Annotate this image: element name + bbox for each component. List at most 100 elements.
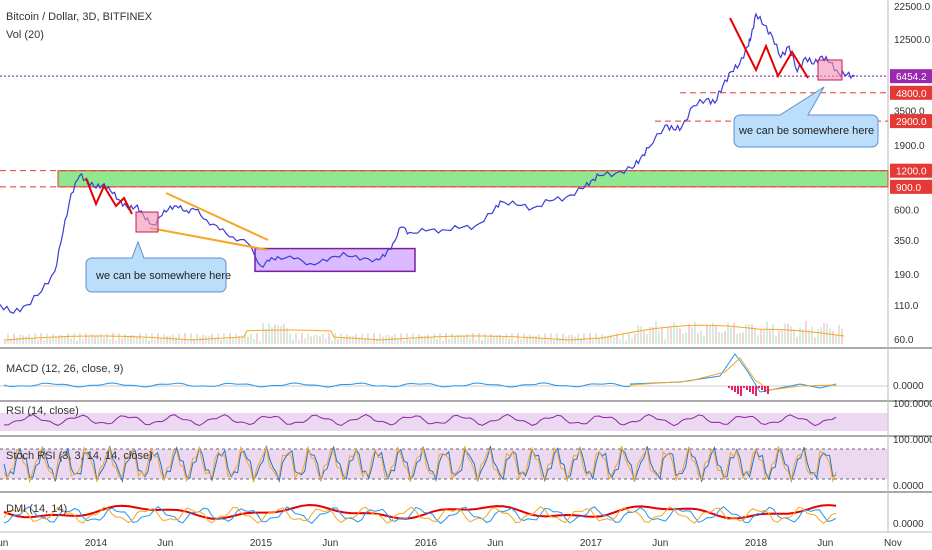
y-tick-label: 60.0 [894,335,914,346]
stoch-rsi-label: Stoch RSI (3, 3, 14, 14, close) [6,450,153,462]
volume-bar [748,324,750,344]
volume-bar [313,335,315,344]
volume-bar [439,333,441,344]
volume-bar [13,333,15,344]
volume-bar [175,337,177,344]
volume-bar [214,338,216,344]
volume-bar [541,337,543,344]
volume-bar [442,340,444,344]
volume-bar [55,336,57,344]
price-tag-bg [890,85,932,100]
volume-bar [97,335,99,344]
volume-bar [805,321,807,344]
volume-bar [676,325,678,344]
volume-bar [466,334,468,344]
volume-bar [673,322,675,344]
chart-title: Bitcoin / Dollar, 3D, BITFINEX [6,11,153,23]
y-tick-label: 3500.0 [894,107,925,118]
volume-bar [337,339,339,344]
y-tick-label: 600.0 [894,206,919,217]
volume-bar [16,337,18,344]
volume-bar [598,337,600,344]
volume-bar [367,333,369,344]
volume-bar [319,336,321,344]
volume-bar [31,337,33,344]
volume-bar [160,337,162,344]
volume-bar [163,334,165,344]
volume-bar [133,335,135,344]
volume-bar [349,335,351,344]
volume-bar [307,333,309,344]
price-tag-label: 900.0 [896,183,921,194]
volume-bar [610,334,612,344]
macd-tick: 0.0000 [893,381,924,392]
volume-bar [697,332,699,344]
dmi-label: DMI (14, 14) [6,503,67,515]
volume-bar [553,340,555,344]
volume-bar [136,336,138,344]
volume-bar [529,334,531,344]
volume-bar [253,338,255,344]
volume-bar [802,329,804,344]
volume-bar [721,332,723,344]
volume-bar [706,325,708,344]
volume-bar [496,335,498,344]
volume-bar [523,333,525,344]
volume-bar [493,336,495,344]
volume-bar [292,339,294,344]
volume-bar [346,334,348,344]
price-tag-label: 4800.0 [896,89,927,100]
volume-bar [220,340,222,344]
volume-bar [301,333,303,344]
volume-bar [631,338,633,344]
volume-bar [370,340,372,344]
x-tick-label: 2014 [85,538,108,549]
volume-bar [373,333,375,344]
volume-bar [808,329,810,344]
callout-right: we can be somewhere here [733,86,879,148]
volume-bar [421,335,423,344]
accumulation-zone-purple [254,247,416,273]
macd-histogram-bar [758,386,760,388]
price-line[interactable] [0,12,856,335]
volume-bar [790,326,792,344]
highlight-box-2014 [135,211,159,233]
volume-bar [685,332,687,344]
callout-left-text: we can be somewhere here [95,270,231,282]
volume-bar [115,340,117,344]
volume-bar [562,333,564,344]
volume-bar [613,337,615,344]
volume-bar [331,340,333,344]
volume-bar [358,337,360,344]
volume-bar [130,334,132,344]
volume-bar [250,333,252,344]
volume-bar [391,336,393,344]
volume-bar [199,336,201,344]
volume-bar [184,333,186,344]
volume-bar [487,338,489,344]
volume-bar [88,337,90,344]
volume-bar [451,333,453,344]
volume-bar [190,333,192,344]
volume-bar [607,335,609,344]
volume-bar [832,331,834,344]
wedge-lower-line [149,227,269,251]
volume-bar [751,324,753,344]
volume-bar [94,335,96,344]
volume-bar [322,333,324,344]
volume-bar [283,324,285,344]
volume-bar [382,336,384,344]
volume-bar [727,322,729,344]
volume-bar [118,333,120,344]
volume-bar [340,333,342,344]
volume-bar [247,336,249,344]
volume-bar [592,339,594,344]
zigzag-2018 [729,17,809,79]
highlight-box-2018 [817,59,843,81]
volume-bar [580,338,582,344]
volume-bar [619,339,621,344]
volume-bar [241,335,243,344]
volume-bar [811,326,813,344]
macd-label: MACD (12, 26, close, 9) [6,363,123,375]
